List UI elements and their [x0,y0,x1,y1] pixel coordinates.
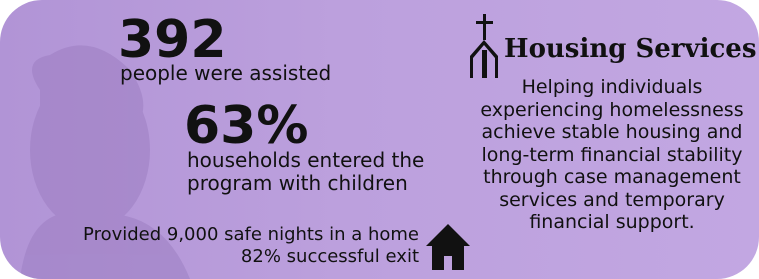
stat-label: households entered the [187,149,424,171]
description-line: financial support. [462,211,759,234]
card: 392 people were assisted 63% households … [0,0,759,279]
program-title: Housing Services [504,34,756,64]
stat-value: 392 [118,14,227,66]
footer-line: Provided 9,000 safe nights in a home [83,224,419,246]
footer-line: 82% successful exit [83,246,419,268]
description-line: through case management [462,166,759,189]
page: 392 people were assisted 63% households … [0,0,759,279]
description-line: long-term financial stability [462,144,759,167]
stat-label: program with children [187,172,408,194]
description-line: Helping individuals [462,76,759,99]
stat-label: people were assisted [120,62,331,84]
description-line: experiencing homelessness [462,99,759,122]
description-line: achieve stable housing and [462,121,759,144]
footer: Provided 9,000 safe nights in a home 82%… [83,224,419,268]
stat-value: 63% [184,100,308,152]
description-line: services and temporary [462,189,759,212]
